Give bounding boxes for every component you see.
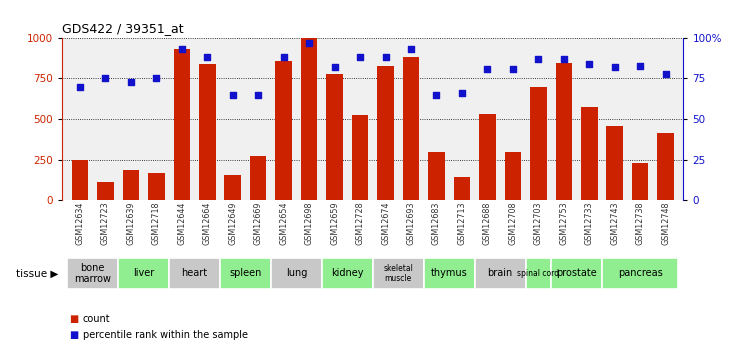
Text: pancreas: pancreas (618, 268, 662, 278)
Bar (454, 177, 470, 200)
Bar (428, 152, 444, 200)
Point (329, 65, 341, 70)
Point (431, 92, 442, 97)
Bar (352, 115, 368, 200)
Bar (72, 160, 88, 200)
Point (558, 56, 569, 62)
Bar (530, 87, 547, 200)
Text: thymus: thymus (431, 268, 468, 278)
Bar (220, 258, 271, 289)
Bar (97, 182, 114, 200)
Point (609, 65, 621, 70)
Point (583, 61, 595, 67)
Text: percentile rank within the sample: percentile rank within the sample (83, 330, 248, 339)
Text: count: count (83, 314, 110, 324)
Point (532, 56, 544, 62)
Text: skeletal
muscle: skeletal muscle (383, 264, 413, 283)
Bar (602, 258, 678, 289)
Point (99, 76, 111, 81)
Text: spinal cord: spinal cord (518, 269, 559, 278)
Bar (377, 66, 394, 200)
Point (252, 92, 264, 97)
Point (227, 92, 238, 97)
Text: GDS422 / 39351_at: GDS422 / 39351_at (62, 22, 183, 36)
Text: lung: lung (286, 268, 307, 278)
Point (660, 71, 672, 76)
Bar (199, 64, 216, 200)
Text: brain: brain (488, 268, 512, 278)
Point (125, 79, 137, 85)
Bar (632, 163, 648, 200)
Bar (326, 73, 343, 200)
Bar (403, 57, 420, 200)
Point (151, 76, 162, 81)
Bar (123, 170, 139, 200)
Text: prostate: prostate (556, 268, 597, 278)
Bar (424, 258, 474, 289)
Bar (607, 126, 623, 200)
Text: heart: heart (181, 268, 208, 278)
Bar (224, 175, 241, 200)
Text: kidney: kidney (331, 268, 363, 278)
Point (482, 66, 493, 71)
Bar (173, 49, 190, 200)
Text: tissue ▶: tissue ▶ (16, 268, 58, 278)
Bar (526, 258, 551, 289)
Point (202, 55, 213, 60)
Bar (67, 258, 118, 289)
Bar (657, 133, 674, 200)
Bar (118, 258, 169, 289)
Bar (322, 258, 373, 289)
Bar (581, 107, 597, 200)
Point (303, 40, 315, 46)
Point (74, 84, 86, 89)
Bar (250, 156, 267, 200)
Point (507, 66, 519, 71)
Bar (504, 152, 521, 200)
Point (379, 55, 391, 60)
Bar (551, 258, 602, 289)
Bar (271, 258, 322, 289)
Point (635, 63, 646, 68)
Point (456, 90, 468, 96)
Text: ■: ■ (69, 314, 79, 324)
Bar (556, 63, 572, 200)
Bar (276, 61, 292, 200)
Bar (479, 114, 496, 200)
Point (176, 47, 188, 52)
Point (278, 55, 289, 60)
Text: spleen: spleen (230, 268, 262, 278)
Bar (169, 258, 220, 289)
Bar (148, 172, 164, 200)
Text: ■: ■ (69, 330, 79, 339)
Text: bone
marrow: bone marrow (74, 263, 111, 284)
Text: liver: liver (133, 268, 154, 278)
Bar (474, 258, 526, 289)
Point (405, 47, 417, 52)
Point (355, 55, 366, 60)
Bar (301, 38, 317, 200)
Bar (373, 258, 424, 289)
